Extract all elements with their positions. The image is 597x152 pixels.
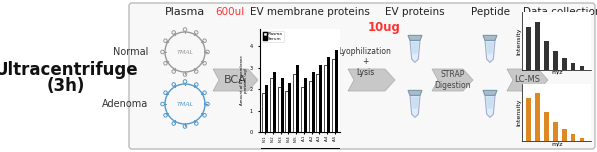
Bar xyxy=(332,59,335,132)
Text: Ultracentrifuge: Ultracentrifuge xyxy=(0,61,138,79)
Bar xyxy=(278,87,281,132)
Bar xyxy=(265,85,268,132)
Text: EV proteins: EV proteins xyxy=(385,7,445,17)
Bar xyxy=(262,93,265,132)
Text: Plasma: Plasma xyxy=(165,7,205,17)
Bar xyxy=(288,83,291,132)
Bar xyxy=(316,74,319,132)
Bar xyxy=(527,98,531,141)
X-axis label: m/z: m/z xyxy=(551,70,562,75)
Bar xyxy=(544,41,549,70)
Polygon shape xyxy=(507,69,548,91)
Bar xyxy=(270,78,273,132)
Bar xyxy=(335,50,338,132)
Bar xyxy=(571,63,576,70)
Bar xyxy=(571,134,576,141)
Polygon shape xyxy=(213,69,258,91)
Bar xyxy=(580,138,584,141)
Polygon shape xyxy=(485,40,495,62)
Bar xyxy=(536,22,540,70)
Polygon shape xyxy=(410,40,420,62)
Polygon shape xyxy=(348,69,395,91)
Polygon shape xyxy=(486,41,494,54)
Text: Adenoma: Adenoma xyxy=(101,99,148,109)
Bar xyxy=(527,27,531,70)
Polygon shape xyxy=(432,69,473,91)
Text: Data collection: Data collection xyxy=(523,7,597,17)
Y-axis label: Amount of EV membrane
proteins (ug): Amount of EV membrane proteins (ug) xyxy=(239,56,248,105)
Polygon shape xyxy=(483,35,497,40)
Bar xyxy=(301,87,304,132)
Polygon shape xyxy=(483,90,497,95)
Bar xyxy=(536,93,540,141)
X-axis label: m/z: m/z xyxy=(551,141,562,146)
Text: Normal: Normal xyxy=(113,47,148,57)
Bar xyxy=(324,66,327,132)
Text: Lyophilization
+
Lysis: Lyophilization + Lysis xyxy=(338,47,392,77)
Text: BCA: BCA xyxy=(224,75,247,85)
Bar xyxy=(285,91,288,132)
Text: TMAL: TMAL xyxy=(177,50,193,55)
Legend: Plasma, Serum: Plasma, Serum xyxy=(261,31,284,42)
Polygon shape xyxy=(411,41,419,54)
Bar xyxy=(296,66,299,132)
Y-axis label: Intensity: Intensity xyxy=(516,27,521,55)
Bar xyxy=(544,112,549,141)
Bar xyxy=(562,129,567,141)
Bar xyxy=(327,57,330,132)
Polygon shape xyxy=(411,97,419,109)
Polygon shape xyxy=(408,35,422,40)
Bar xyxy=(580,66,584,70)
Polygon shape xyxy=(486,97,494,109)
Bar xyxy=(304,78,307,132)
Bar xyxy=(293,74,296,132)
Text: LC-MS: LC-MS xyxy=(515,76,540,85)
Text: 600ul: 600ul xyxy=(215,7,244,17)
Text: STRAP
Digestion: STRAP Digestion xyxy=(434,70,471,90)
Text: Peptide: Peptide xyxy=(470,7,509,17)
Bar xyxy=(281,78,284,132)
Bar xyxy=(319,66,322,132)
FancyBboxPatch shape xyxy=(129,3,595,149)
Polygon shape xyxy=(485,95,495,117)
Bar xyxy=(553,51,558,70)
Text: 10ug: 10ug xyxy=(368,21,401,33)
Polygon shape xyxy=(408,90,422,95)
Bar xyxy=(553,122,558,141)
Bar xyxy=(312,72,315,132)
Text: TMAL: TMAL xyxy=(177,102,193,107)
Bar xyxy=(309,81,312,132)
Polygon shape xyxy=(410,95,420,117)
Bar xyxy=(562,58,567,70)
Text: EV membrane proteins: EV membrane proteins xyxy=(250,7,370,17)
Bar xyxy=(273,72,276,132)
Y-axis label: Intensity: Intensity xyxy=(516,99,521,126)
Text: (3h): (3h) xyxy=(47,77,85,95)
